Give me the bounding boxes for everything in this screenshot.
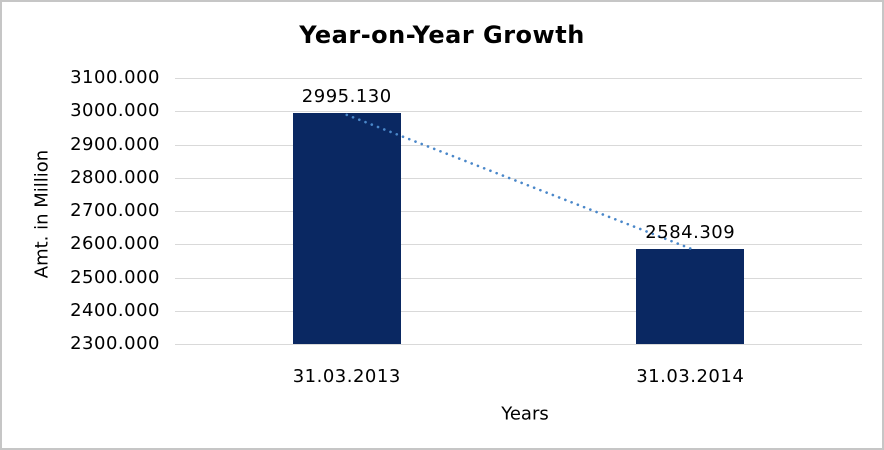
gridline [175, 144, 862, 146]
gridline [175, 344, 862, 345]
y-tick-label: 2600.000 [70, 233, 160, 255]
y-tick-label: 2300.000 [70, 333, 160, 354]
gridline [175, 177, 862, 179]
y-tick-label: 2500.000 [70, 266, 160, 288]
gridline [175, 111, 862, 113]
y-tick-label: 2700.000 [70, 200, 160, 221]
gridline [175, 78, 862, 79]
bar [292, 112, 401, 344]
x-axis-title: Years [501, 403, 549, 425]
gridline [175, 211, 862, 212]
y-tick-label: 3100.000 [70, 67, 160, 88]
x-category-label: 31.03.2014 [636, 366, 745, 387]
gridline [175, 244, 862, 246]
y-tick-label: 2400.000 [70, 299, 160, 321]
x-category-label: 31.03.2013 [292, 366, 401, 387]
y-tick-label: 2900.000 [70, 133, 160, 155]
bar-data-label: 2995.130 [301, 85, 392, 107]
y-tick-label: 3000.000 [70, 100, 160, 122]
bar-data-label: 2584.309 [645, 222, 736, 244]
gridline [175, 277, 862, 279]
bar [636, 249, 745, 344]
gridline [175, 310, 862, 312]
y-tick-label: 2800.000 [70, 166, 160, 188]
chart-title: Year-on-Year Growth [299, 21, 585, 49]
